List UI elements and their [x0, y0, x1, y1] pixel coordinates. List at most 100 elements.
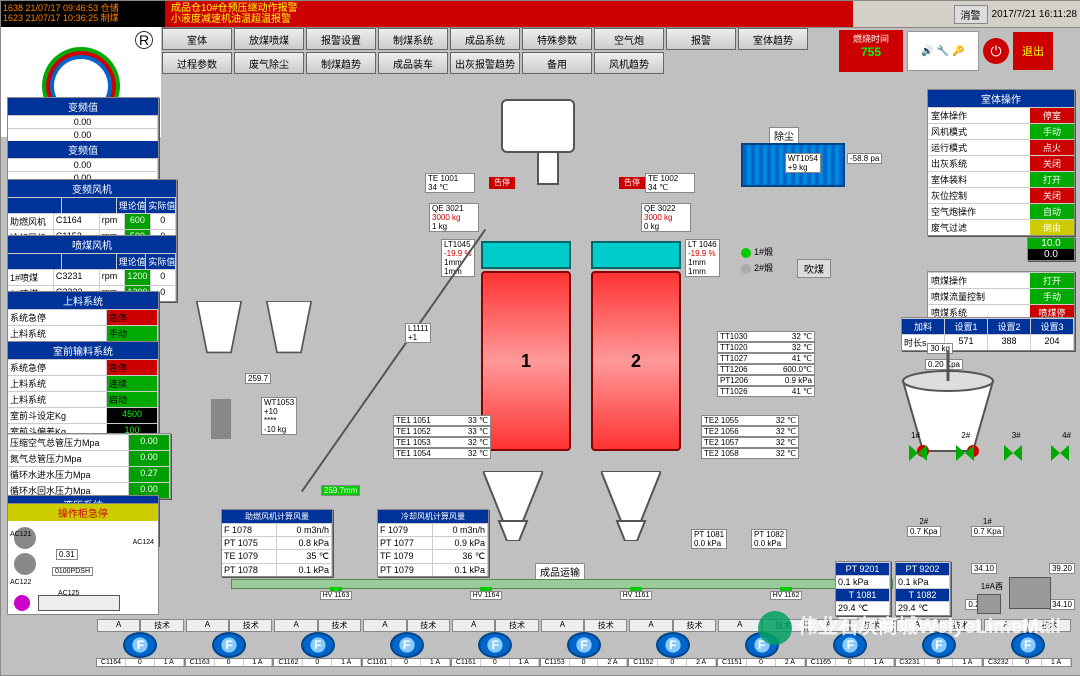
skip-position: 259.7mm — [321, 485, 360, 496]
pump-block — [1009, 577, 1051, 609]
fan-unit: A技术C323101 A — [896, 619, 983, 667]
te-left-readouts: TE1 105133 ℃TE1 105233 ℃TE1 105332 ℃TE1 … — [393, 415, 491, 459]
value: 0.00 — [8, 129, 158, 141]
wrench-icon[interactable]: 🔧 — [937, 46, 949, 57]
value: 1mm — [688, 258, 706, 267]
panel-header: 变频风机 — [8, 180, 176, 197]
blow-coal-button[interactable]: 吹煤 — [797, 259, 831, 278]
menu-废气除尘[interactable]: 废气除尘 — [234, 52, 304, 74]
menu-放煤喷煤[interactable]: 放煤喷煤 — [234, 28, 304, 50]
value: -10 kg — [264, 425, 286, 434]
menu-室体[interactable]: 室体 — [162, 28, 232, 50]
menu-出灰报警趋势[interactable]: 出灰报警趋势 — [450, 52, 520, 74]
exit-button[interactable]: 退出 — [1013, 32, 1053, 70]
power-button[interactable]: ⏻ — [983, 38, 1009, 64]
op-btn[interactable]: 停室 — [1030, 108, 1074, 123]
value: 10.0 — [1028, 238, 1074, 249]
panel-header: 变频值 — [8, 98, 158, 115]
op-btn[interactable]: 点火 — [1030, 140, 1074, 155]
kiln-operation-panel: 室体操作室体操作停室风机模式手动运行模式点火出灰系统关闭室体装料打开灰位控制关闭… — [927, 89, 1075, 236]
tag: L1111 — [408, 324, 428, 333]
combustion-fan-calc: 助燃风机计算风量F 10780 m3n/hPT 10750.8 kPaTE 10… — [221, 509, 333, 577]
op-btn[interactable]: 打开 — [1030, 273, 1074, 288]
value: **** — [264, 416, 276, 425]
menu-空气炮[interactable]: 空气炮 — [594, 28, 664, 50]
crusher-icon — [211, 399, 231, 439]
value: 0.00 — [8, 159, 158, 171]
fan-icon — [567, 632, 601, 658]
burn-time-value: 755 — [841, 45, 901, 59]
readout: 39.20 — [1049, 563, 1075, 574]
bin — [191, 301, 247, 361]
tag: AC121 — [10, 531, 31, 538]
pump-block — [977, 594, 1001, 614]
panel-header: 操作柜急停 — [8, 504, 158, 521]
fan-unit: A技术C116101 A — [363, 619, 450, 667]
kiln: 1 2 — [481, 271, 681, 451]
panel-header: 变频值 — [8, 141, 158, 158]
menubar: 室体放煤喷煤报警设置制煤系统成品系统特殊参数空气炮报警室体趋势过程参数废气除尘制… — [161, 27, 841, 71]
fan-icon — [656, 632, 690, 658]
menu-制煤趋势[interactable]: 制煤趋势 — [306, 52, 376, 74]
belt-panel: 室前输料系统系统急停急停上料系统连续上料系统启动室前斗设定Kg4500室前斗偏差… — [7, 341, 159, 440]
ack-alarm-button[interactable]: 消警 — [954, 5, 988, 24]
tool-icon-box: 🔊 🔧 🔑 — [907, 31, 979, 71]
alarm-indicator: 告停 — [489, 177, 515, 189]
menu-特殊参数[interactable]: 特殊参数 — [522, 28, 592, 50]
lamp-label: 1#煅 — [741, 245, 773, 258]
fan-unit: A技术C115202 A — [629, 619, 716, 667]
value: -19.9 % — [688, 249, 716, 258]
mixer-valves — [909, 445, 1069, 461]
value: 0.00 — [8, 116, 158, 128]
menu-风机趋势[interactable]: 风机趋势 — [594, 52, 664, 74]
readout: 34.10 — [1049, 599, 1075, 610]
tt-readouts: TT103032 ℃TT102032 ℃TT102741 ℃TT1206600.… — [717, 331, 815, 397]
fan-icon — [123, 632, 157, 658]
menu-制煤系统[interactable]: 制煤系统 — [378, 28, 448, 50]
fan-icon — [922, 632, 956, 658]
op-btn[interactable]: 打开 — [1030, 172, 1074, 187]
panel-header: 喷煤风机 — [8, 236, 176, 253]
pump-icon — [14, 595, 30, 611]
feed-panel: 上料系统系统急停急停上料系统手动 — [7, 291, 159, 342]
menu-成品装车[interactable]: 成品装车 — [378, 52, 448, 74]
menu-报警设置[interactable]: 报警设置 — [306, 28, 376, 50]
op-btn[interactable]: 自动 — [1030, 204, 1074, 219]
cooling-fan-calc: 冷却风机计算风量F 10790 m3n/hPT 10770.9 kPaTF 10… — [377, 509, 489, 577]
menu-室体趋势[interactable]: 室体趋势 — [738, 28, 808, 50]
length-readout: 259.7 — [245, 373, 271, 384]
fan-icon — [212, 632, 246, 658]
value: 3000 kg — [432, 213, 460, 222]
menu-报警[interactable]: 报警 — [666, 28, 736, 50]
value: +10 — [264, 407, 278, 416]
op-btn[interactable]: 关闭 — [1030, 188, 1074, 203]
value: 0.0 kPa — [694, 539, 721, 548]
fan-row: A技术C116401 AA技术C116301 AA技术C116201 AA技术C… — [97, 619, 1071, 667]
bin — [261, 301, 317, 361]
op-btn[interactable]: 手动 — [1030, 124, 1074, 139]
alarm-log-line: 1638 21/07/17 09:46:53 仓储 — [3, 3, 163, 13]
value: 1mm — [688, 267, 706, 276]
menu-成品系统[interactable]: 成品系统 — [450, 28, 520, 50]
alarm-indicator: 告停 — [619, 177, 645, 189]
horn-icon[interactable]: 🔊 — [921, 46, 933, 57]
value: +1 — [408, 333, 417, 342]
value: +9 kg — [788, 163, 808, 172]
dust-pressure: -58.8 pa — [847, 153, 882, 164]
readout: 34.10 — [971, 563, 997, 574]
hydraulic-station: 操作柜急停 0.31 0100PDSH AC122 AC121 AC124 AC… — [7, 503, 159, 615]
tag: 0100PDSH — [52, 567, 93, 576]
value: 3000 kg — [644, 213, 672, 222]
fan-unit: A技术C323201 A — [984, 619, 1071, 667]
mixer-port-labels: 1#2#3#4# — [911, 431, 1071, 440]
tag: LT 1046 — [688, 240, 717, 249]
op-btn[interactable]: 倒由 — [1030, 220, 1074, 235]
alarm-text: 小液度减速机油温超温报警 — [171, 14, 847, 25]
op-btn[interactable]: 手动 — [1030, 289, 1074, 304]
key-icon[interactable]: 🔑 — [952, 46, 964, 57]
op-btn[interactable]: 关闭 — [1030, 156, 1074, 171]
menu-备用[interactable]: 备用 — [522, 52, 592, 74]
alarm-text: 成品仓10#仓预压继动作报警 — [171, 3, 847, 14]
burn-time-label: 燃烧时间 — [841, 32, 901, 45]
menu-过程参数[interactable]: 过程参数 — [162, 52, 232, 74]
